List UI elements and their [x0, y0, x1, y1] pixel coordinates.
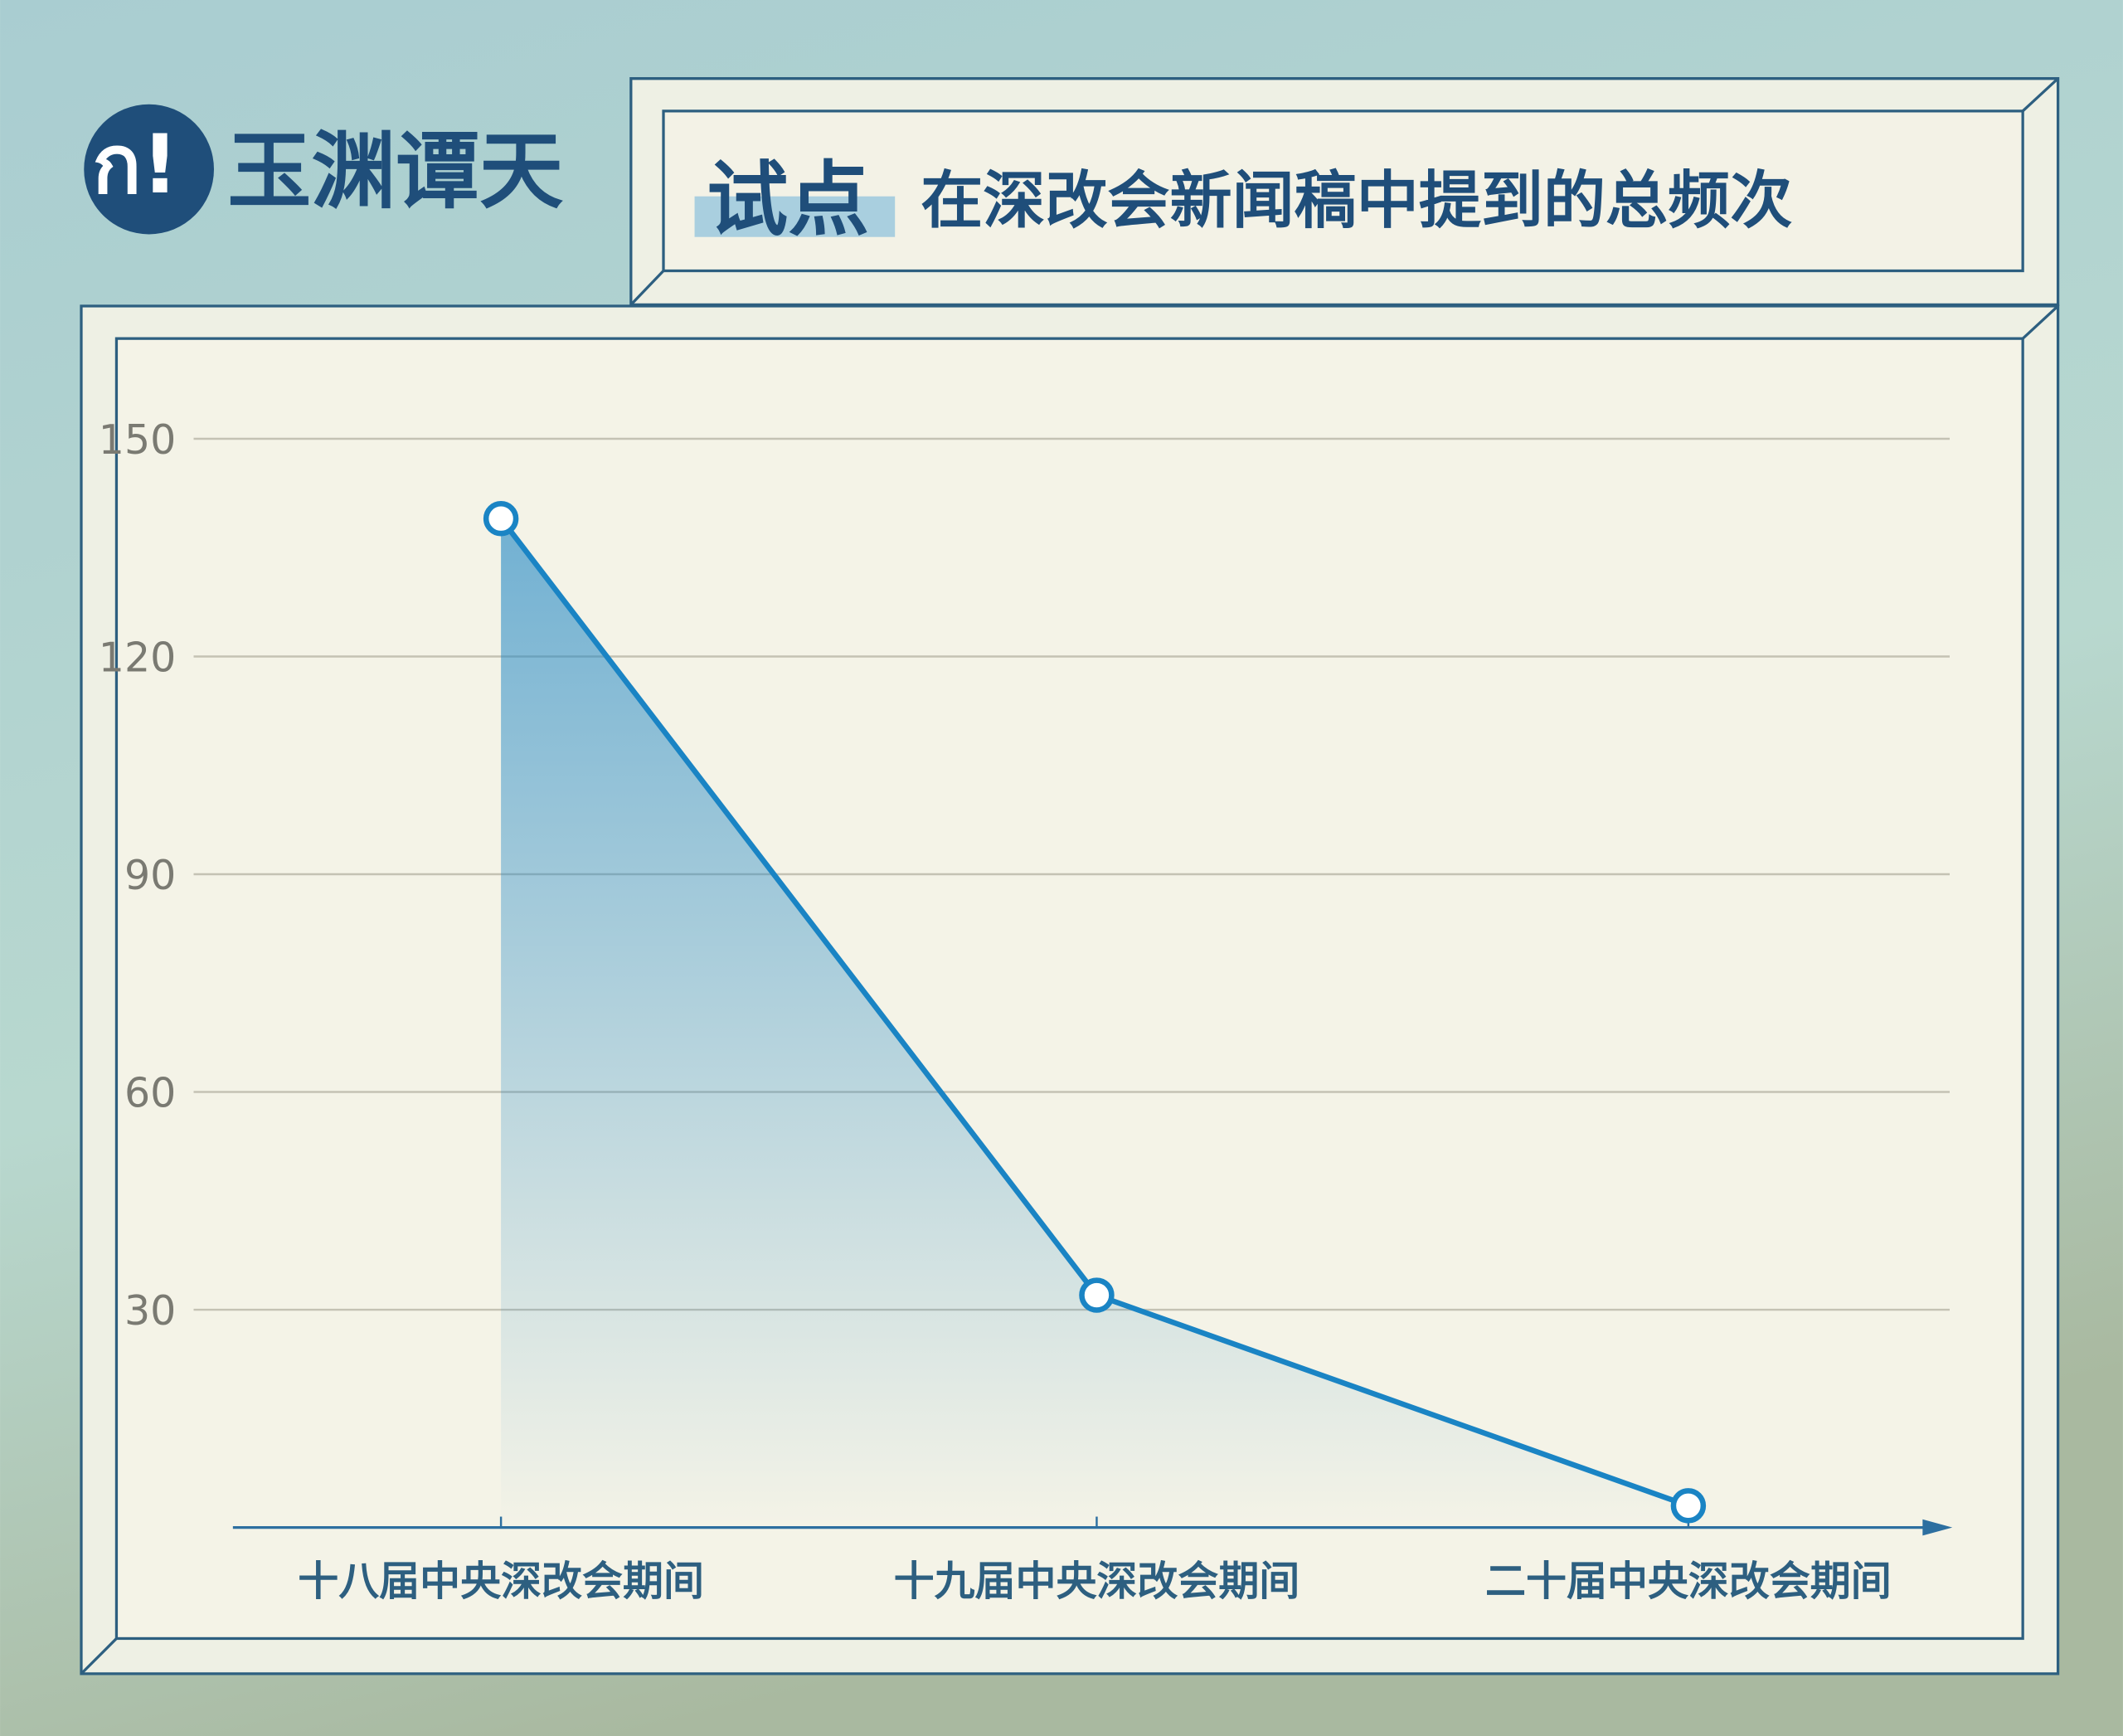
- y-tick-label: 90: [124, 852, 176, 899]
- logo-icon: [84, 104, 214, 235]
- x-tick-label: 十九届中央深改会期间: [894, 1558, 1300, 1605]
- x-tick-label: 二十届中央深改会期间: [1485, 1558, 1892, 1605]
- logo-text: 玉渊谭天: [227, 122, 563, 221]
- title-frame: [629, 77, 2060, 306]
- area: [501, 518, 1688, 1528]
- point: [1670, 1488, 1707, 1524]
- x-axis-arrow: [1922, 1519, 1953, 1536]
- chart-title: 在深改会新闻稿中提到的总频次: [921, 164, 1792, 237]
- y-tick-label: 150: [99, 416, 176, 464]
- point: [1079, 1277, 1115, 1313]
- title-highlight: 试点: [707, 153, 869, 247]
- point: [483, 500, 519, 537]
- y-tick-label: 30: [124, 1287, 176, 1335]
- y-tick-label: 120: [99, 634, 176, 681]
- logo-mark: ก!: [92, 118, 178, 212]
- y-tick-label: 60: [124, 1069, 176, 1116]
- x-tick-label: 十八届中央深改会期间: [298, 1558, 704, 1605]
